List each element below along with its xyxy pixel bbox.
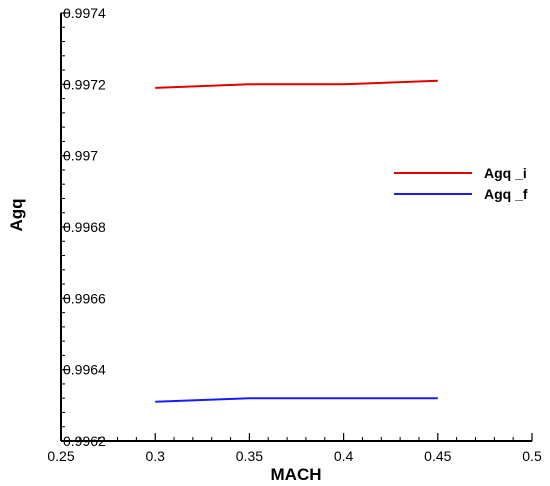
x-tick-label: 0.25 <box>47 448 74 464</box>
series-layer <box>155 79 438 403</box>
y-tick-label: 0.9964 <box>63 362 106 378</box>
x-axis-title: MACH <box>271 465 322 484</box>
legend-label-1: Agq _i <box>484 165 527 181</box>
y-tick-label: 0.9966 <box>63 290 106 306</box>
y-tick-label: 0.9974 <box>63 5 106 21</box>
series-line-2 <box>155 397 438 403</box>
x-tick-label: 0.45 <box>424 448 451 464</box>
y-tick-label: 0.9962 <box>63 433 106 449</box>
axes <box>60 13 532 442</box>
x-tick-label: 0.4 <box>334 448 354 464</box>
x-axis-ticks: 0.25 0.3 0.35 0.4 0.45 0.5 <box>47 433 542 464</box>
y-axis-title: Agq <box>7 198 26 231</box>
x-tick-label: 0.35 <box>236 448 263 464</box>
legend-label-2: Agq _f <box>484 186 528 202</box>
y-axis-ticks: 0.9962 0.9964 0.9966 0.9968 0.997 0.9972 0.997… <box>61 5 106 449</box>
y-tick-label: 0.9972 <box>63 76 106 92</box>
legend: Agq _i Agq _f <box>394 165 528 202</box>
series-line-1 <box>155 79 438 89</box>
y-tick-label: 0.997 <box>63 148 98 164</box>
y-tick-label: 0.9968 <box>63 219 106 235</box>
x-tick-label: 0.5 <box>522 448 542 464</box>
x-tick-label: 0.3 <box>145 448 165 464</box>
